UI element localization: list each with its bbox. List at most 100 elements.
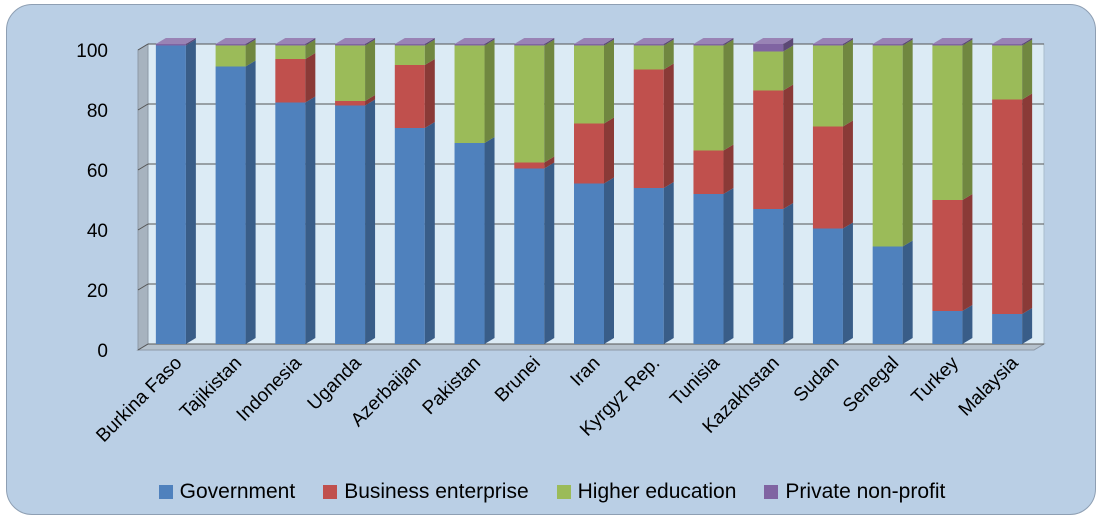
bar-indonesia-business-enterprise-side xyxy=(305,53,316,103)
bar-iran-business-enterprise-side xyxy=(604,117,614,184)
legend-label-higher-education: Higher education xyxy=(577,480,737,503)
bar-malaysia-higher-education xyxy=(992,45,1023,100)
bar-kyrgyz-rep-private-non-profit xyxy=(633,44,664,46)
bar-top-tunisia xyxy=(693,38,734,44)
bar-tajikistan-higher-education xyxy=(215,45,246,67)
bar-top-azerbaijan xyxy=(394,38,435,44)
bar-sudan-government xyxy=(812,228,843,344)
plot-side-wall xyxy=(137,43,149,351)
legend-item-business-enterprise: Business enterprise xyxy=(323,480,529,504)
gridline-diag-80 xyxy=(137,103,149,111)
x-tick-label-pakistan: Pakistan xyxy=(419,353,485,419)
bar-turkey-private-non-profit-side xyxy=(962,38,973,46)
bar-kyrgyz-rep-business-enterprise xyxy=(633,69,664,188)
bar-indonesia-business-enterprise xyxy=(275,59,306,103)
bar-kazakhstan-private-non-profit xyxy=(753,44,784,52)
x-tick-label-sudan: Sudan xyxy=(790,353,844,407)
bar-top-iran xyxy=(574,38,614,44)
bar-top-kazakhstan xyxy=(753,38,794,44)
chart-legend: Government Business enterprise Higher ed… xyxy=(0,480,1104,504)
x-tick-label-turkey: Turkey xyxy=(908,352,964,408)
bar-uganda-private-non-profit-side xyxy=(365,38,376,46)
bar-malaysia-private-non-profit-side xyxy=(1022,38,1033,46)
bar-brunei-private-non-profit xyxy=(514,44,545,46)
bar-sudan-business-enterprise xyxy=(812,126,843,229)
bar-kyrgyz-rep-private-non-profit-side xyxy=(663,38,674,46)
bar-burkina-faso-government xyxy=(155,45,186,344)
gridline-diag-100 xyxy=(137,43,149,51)
bar-indonesia-higher-education xyxy=(275,45,306,59)
bar-kyrgyz-rep-higher-education-side xyxy=(663,39,674,70)
bar-brunei-business-enterprise-side xyxy=(544,156,555,169)
bar-uganda-business-enterprise xyxy=(335,101,366,106)
bar-indonesia-government-side xyxy=(305,96,316,344)
bar-kazakhstan-higher-education-side xyxy=(783,45,794,91)
y-tick-label-20: 20 xyxy=(87,281,108,302)
bar-kyrgyz-rep-government xyxy=(633,188,664,344)
bar-tajikistan-higher-education-side xyxy=(245,39,256,67)
bar-turkey-government-side xyxy=(962,305,973,344)
bar-iran-higher-education-side xyxy=(604,39,614,124)
bar-azerbaijan-government xyxy=(394,128,425,344)
bar-kyrgyz-rep-higher-education xyxy=(633,45,664,70)
bar-kazakhstan-private-non-profit-side xyxy=(783,38,794,52)
bar-tunisia-government xyxy=(693,194,724,344)
bar-tajikistan-government-side xyxy=(245,60,256,344)
legend-label-government: Government xyxy=(179,480,296,503)
legend-swatch-private-non-profit xyxy=(764,485,779,499)
bar-malaysia-business-enterprise-side xyxy=(1022,93,1033,314)
bar-turkey-higher-education xyxy=(932,45,963,200)
gridline-diag-60 xyxy=(137,163,149,171)
bar-tajikistan-private-non-profit xyxy=(215,44,246,46)
bar-burkina-faso-private-non-profit xyxy=(155,44,186,46)
bar-turkey-private-non-profit xyxy=(932,44,963,46)
bar-tunisia-private-non-profit xyxy=(693,44,724,46)
bar-senegal-private-non-profit xyxy=(872,44,903,46)
bar-azerbaijan-higher-education-side xyxy=(424,39,435,65)
gridline-diag-0 xyxy=(137,343,149,351)
x-tick-label-brunei: Brunei xyxy=(491,353,545,407)
bar-senegal-higher-education-side xyxy=(902,39,913,247)
bar-brunei-higher-education xyxy=(514,45,545,163)
y-tick-label-60: 60 xyxy=(87,161,108,182)
bar-uganda-business-enterprise-side xyxy=(365,95,376,106)
bar-indonesia-higher-education-side xyxy=(305,39,316,59)
legend-swatch-higher-education xyxy=(556,485,571,499)
bar-pakistan-higher-education xyxy=(454,45,485,143)
bar-indonesia-private-non-profit xyxy=(275,44,306,46)
bar-burkina-faso-government-side xyxy=(185,39,196,344)
bar-turkey-government xyxy=(932,311,963,344)
bar-pakistan-private-non-profit-side xyxy=(484,38,495,46)
bar-sudan-higher-education-side xyxy=(842,39,853,127)
bar-turkey-higher-education-side xyxy=(962,39,973,200)
bar-iran-business-enterprise xyxy=(574,123,604,184)
bar-azerbaijan-business-enterprise-side xyxy=(424,59,435,128)
bar-malaysia-government xyxy=(992,314,1023,344)
bar-top-senegal xyxy=(872,38,913,44)
bar-pakistan-private-non-profit xyxy=(454,44,485,46)
bar-brunei-government xyxy=(514,168,545,344)
bar-senegal-government-side xyxy=(902,240,913,344)
bar-tunisia-business-enterprise-side xyxy=(723,144,734,194)
bar-tunisia-business-enterprise xyxy=(693,150,724,194)
legend-label-business-enterprise: Business enterprise xyxy=(344,480,529,503)
bar-burkina-faso-private-non-profit-side xyxy=(185,38,196,46)
legend-swatch-business-enterprise xyxy=(323,485,338,499)
bar-turkey-business-enterprise-side xyxy=(962,194,973,311)
bar-uganda-government-side xyxy=(365,99,376,344)
bar-top-tajikistan xyxy=(215,38,256,44)
x-tick-label-indonesia: Indonesia xyxy=(233,352,306,425)
bar-brunei-business-enterprise xyxy=(514,162,545,169)
bar-top-sudan xyxy=(812,38,853,44)
bar-senegal-private-non-profit-side xyxy=(902,38,913,46)
bar-senegal-higher-education xyxy=(872,45,903,247)
x-tick-label-burkina-faso: Burkina Faso xyxy=(92,353,186,447)
bar-azerbaijan-private-non-profit-side xyxy=(424,38,435,46)
legend-item-private-non-profit: Private non-profit xyxy=(764,480,945,504)
bar-indonesia-government xyxy=(275,102,306,344)
bar-sudan-business-enterprise-side xyxy=(842,120,853,229)
bar-uganda-higher-education-side xyxy=(365,39,376,101)
bar-turkey-business-enterprise xyxy=(932,200,963,311)
bar-tajikistan-private-non-profit-side xyxy=(245,38,256,46)
y-tick-label-40: 40 xyxy=(87,221,108,242)
